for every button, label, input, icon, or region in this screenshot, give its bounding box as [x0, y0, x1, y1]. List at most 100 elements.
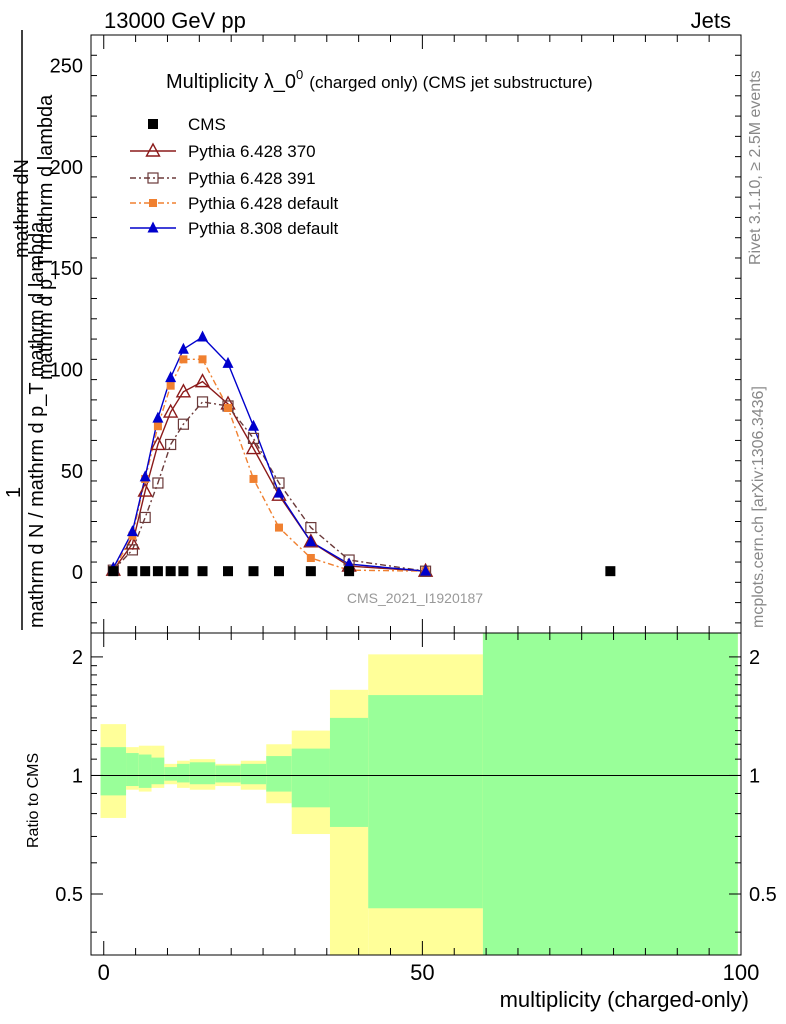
ratio-tick-label-right: 1: [749, 765, 760, 787]
data-point: [178, 566, 189, 577]
ratio-band-green: [266, 756, 292, 792]
x-tick-label: 100: [723, 960, 760, 985]
energy-label: 13000 GeV pp: [104, 8, 246, 33]
data-point: [194, 373, 211, 388]
data-point: [140, 566, 151, 577]
ratio-band-green: [482, 633, 738, 955]
data-point: [303, 533, 319, 548]
data-point: [197, 330, 209, 342]
data-point: [274, 523, 283, 532]
data-point: [175, 383, 192, 398]
data-point: [248, 419, 259, 431]
y-tick-label: 250: [50, 55, 83, 77]
data-point: [248, 566, 259, 577]
data-point: [165, 371, 177, 383]
data-point: [137, 482, 153, 497]
data-point: [177, 418, 190, 430]
ratio-ylabel: Ratio to CMS: [25, 753, 42, 848]
ratio-panel: 0.5 0.5 1 1 2 2 Ratio to CMS: [25, 632, 777, 956]
data-point: [247, 432, 260, 444]
data-point: [344, 566, 355, 577]
ratio-band-green: [329, 717, 369, 827]
data-point: [165, 438, 177, 451]
data-point: [150, 436, 166, 451]
ratio-band-green: [138, 754, 152, 788]
data-point: [152, 566, 163, 577]
legend-label: Pythia 6.428 391: [188, 169, 316, 188]
data-point: [198, 355, 207, 364]
series-line: [112, 358, 426, 572]
data-point: [222, 356, 234, 368]
ratio-plot-frame: [90, 632, 742, 956]
data-point: [124, 535, 141, 550]
data-point: [196, 396, 209, 408]
ratio-tick-label-right: 0.5: [749, 884, 777, 906]
data-point: [148, 119, 158, 129]
title-main: Multiplicity λ_0: [166, 71, 296, 93]
ratio-band-green: [100, 747, 127, 796]
y-tick-label: 50: [61, 461, 83, 483]
ylabel-top2: mathrm d p_T mathrm d lambda: [35, 94, 57, 380]
ratio-band-green: [189, 762, 216, 785]
data-point: [166, 381, 175, 390]
data-point: [179, 355, 188, 364]
main-lines: [112, 336, 426, 572]
ratio-ticks: 0.5 0.5 1 1 2 2: [55, 633, 777, 955]
legend-label: Pythia 8.308 default: [188, 219, 339, 238]
data-point: [145, 142, 161, 157]
series-line: [112, 401, 426, 572]
data-point: [126, 544, 139, 556]
data-point: [245, 440, 262, 455]
y-axis-label: mathrm dN mathrm d p_T mathrm d lambda 1…: [3, 30, 57, 630]
x-axis-label: multiplicity (charged-only): [500, 987, 749, 1012]
mcplots-label: mcplots.cern.ch [arXiv:1306.3436]: [750, 386, 767, 628]
ratio-band-green: [368, 695, 483, 909]
ratio-band-green: [164, 767, 178, 781]
ratio-bands: [100, 633, 738, 955]
ratio-band-green: [291, 748, 330, 808]
data-point: [273, 486, 285, 498]
ratio-band-green: [177, 763, 190, 783]
ylabel-bottom: mathrm d N / mathrm d p_T mathrm d lambd…: [26, 221, 48, 628]
data-point: [152, 411, 164, 423]
data-point: [605, 566, 616, 577]
data-point: [197, 566, 208, 577]
data-point: [108, 566, 119, 577]
data-point: [139, 470, 151, 482]
rivet-label: Rivet 3.1.10, ≥ 2.5M events: [747, 70, 764, 265]
data-point: [162, 403, 179, 418]
data-point: [147, 172, 159, 184]
data-point: [152, 477, 164, 489]
chart-title: Multiplicity λ_00 (charged only) (CMS jet…: [166, 67, 593, 93]
ylabel-one: 1: [3, 487, 25, 498]
ratio-tick-label-right: 2: [749, 647, 760, 669]
data-point: [223, 566, 234, 577]
process-label: Jets: [691, 8, 731, 33]
data-point: [153, 422, 162, 431]
data-point: [224, 403, 233, 412]
data-point: [305, 566, 316, 577]
data-point: [305, 521, 317, 534]
data-point: [139, 511, 151, 524]
x-tick-label: 0: [98, 960, 110, 985]
y-tick-label: 100: [50, 359, 83, 381]
title-sup: 0: [296, 67, 303, 82]
y-tick-label: 200: [50, 157, 83, 179]
x-tick-label: 50: [410, 960, 434, 985]
ratio-tick-label: 0.5: [55, 884, 83, 906]
watermark: CMS_2021_I1920187: [347, 590, 483, 606]
ratio-tick-label: 2: [72, 647, 83, 669]
data-point: [305, 535, 317, 547]
main-markers: [105, 330, 616, 577]
ratio-band-green: [151, 757, 165, 785]
ratio-band-green: [126, 753, 139, 787]
ratio-band-green: [240, 763, 267, 785]
data-point: [165, 566, 176, 577]
title-rest: (charged only) (CMS jet substructure): [309, 73, 592, 92]
data-point: [249, 474, 258, 483]
data-point: [420, 564, 432, 576]
legend: CMS Pythia 6.428 370 Pythia 6.428 391 Pythi…: [130, 115, 339, 238]
y-tick-label: 0: [72, 562, 83, 584]
